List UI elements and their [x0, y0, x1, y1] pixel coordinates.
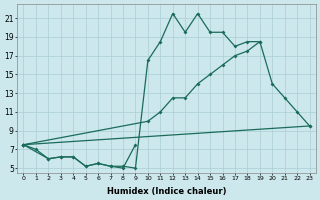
X-axis label: Humidex (Indice chaleur): Humidex (Indice chaleur)	[107, 187, 226, 196]
